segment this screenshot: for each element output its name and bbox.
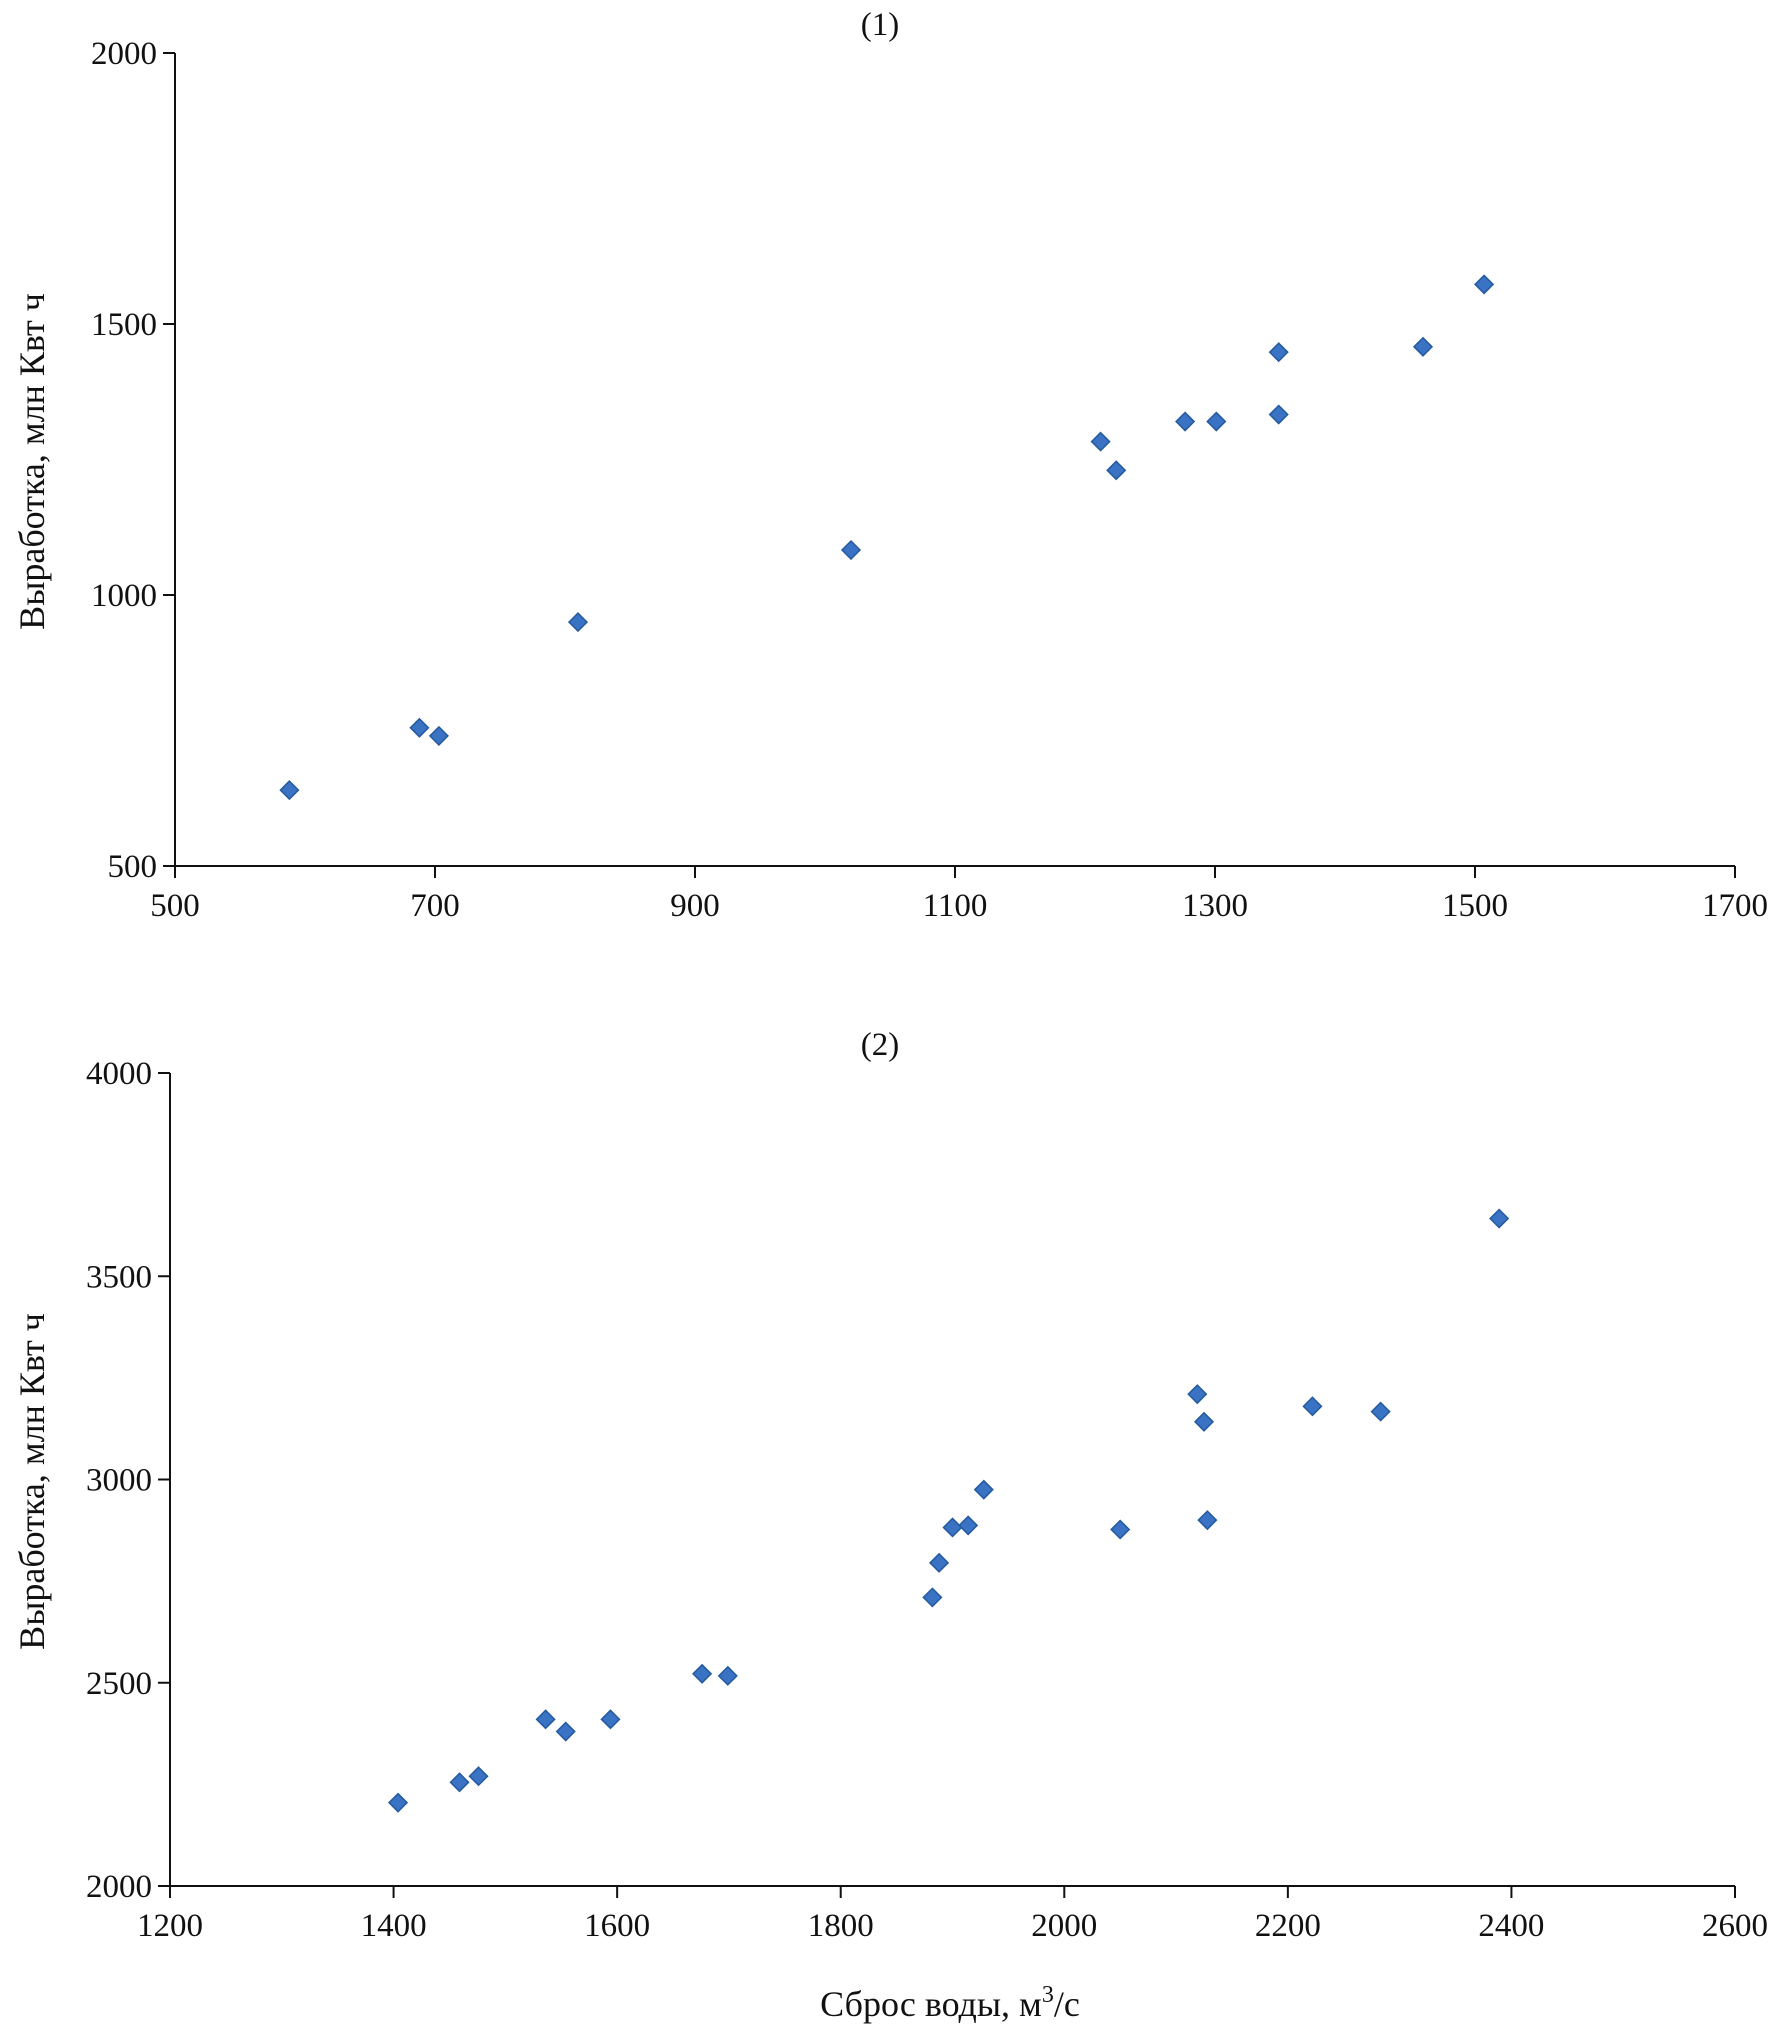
data-point xyxy=(1268,342,1289,363)
chart-panel-2: (2) Выработка, млн Квт ч Сброс воды, м3/… xyxy=(12,1027,1768,2024)
x-tick-label: 1400 xyxy=(361,1908,427,1944)
panel-title: (1) xyxy=(861,7,899,43)
x-tick-label: 1500 xyxy=(1442,888,1508,924)
x-axis-label-main: Сброс воды, м xyxy=(820,1984,1042,2024)
x-axis-label-superscript: 3 xyxy=(1042,1982,1054,2008)
data-point xyxy=(1193,1411,1215,1432)
data-point xyxy=(942,1517,963,1538)
y-tick-label: 2500 xyxy=(86,1666,152,1702)
y-tick-label: 4000 xyxy=(86,1056,152,1092)
data-point xyxy=(840,539,862,561)
x-tick-label: 1700 xyxy=(1702,888,1768,924)
data-point xyxy=(555,1721,576,1742)
data-point xyxy=(1175,411,1196,432)
x-tick-label: 1200 xyxy=(137,1908,203,1944)
data-point xyxy=(973,1479,994,1500)
ticks-group: 1200 1400 1600 1800 2000 2200 2400 2600 2000 2500… xyxy=(86,1056,1768,1944)
data-point xyxy=(409,717,430,738)
y-tick-label: 500 xyxy=(108,849,158,885)
data-point xyxy=(449,1772,470,1793)
y-tick-label: 3500 xyxy=(86,1259,152,1295)
data-point xyxy=(1106,460,1127,481)
x-tick-label: 1100 xyxy=(923,888,988,924)
data-point xyxy=(929,1552,950,1573)
data-point xyxy=(1302,1396,1323,1417)
y-tick-label: 1000 xyxy=(91,578,157,614)
data-point xyxy=(922,1587,943,1608)
data-point xyxy=(1489,1208,1510,1229)
data-point xyxy=(1412,336,1434,357)
y-tick-label: 3000 xyxy=(86,1463,152,1499)
data-point xyxy=(1474,274,1495,295)
x-tick-label: 2000 xyxy=(1031,1908,1097,1944)
data-point xyxy=(279,780,300,801)
data-point xyxy=(1370,1401,1391,1422)
y-axis-label: Выработка, млн Квт ч xyxy=(12,1313,52,1650)
x-axis-label-tail: /с xyxy=(1054,1984,1080,2024)
x-tick-label: 2200 xyxy=(1255,1908,1321,1944)
x-tick-label: 2400 xyxy=(1478,1908,1544,1944)
data-point xyxy=(387,1792,409,1813)
data-point xyxy=(567,612,589,633)
data-point xyxy=(1268,404,1289,425)
y-tick-label: 1500 xyxy=(91,307,157,343)
data-point xyxy=(428,725,449,746)
y-axis-label: Выработка, млн Квт ч xyxy=(12,293,52,630)
data-point xyxy=(1090,431,1111,452)
data-point xyxy=(1206,411,1227,432)
data-point xyxy=(600,1709,621,1730)
data-point xyxy=(468,1766,489,1787)
points-group xyxy=(387,1208,1510,1813)
data-point xyxy=(1197,1510,1218,1531)
x-tick-label: 1300 xyxy=(1182,888,1248,924)
x-tick-label: 500 xyxy=(150,888,200,924)
data-point xyxy=(1187,1384,1208,1405)
chart-panel-1: (1) Выработка, млн Квт ч 500 700 900 1100 13… xyxy=(12,7,1768,924)
y-tick-label: 2000 xyxy=(91,36,157,72)
x-tick-label: 1600 xyxy=(584,1908,650,1944)
data-point xyxy=(958,1515,979,1536)
panel-title: (2) xyxy=(861,1027,899,1063)
x-tick-label: 700 xyxy=(410,888,460,924)
y-tick-label: 2000 xyxy=(86,1869,152,1905)
x-tick-label: 1800 xyxy=(808,1908,874,1944)
x-tick-label: 2600 xyxy=(1702,1908,1768,1944)
x-tick-label: 900 xyxy=(670,888,720,924)
data-point xyxy=(1110,1519,1131,1540)
data-point xyxy=(717,1665,738,1686)
x-axis-label: Сброс воды, м3/с xyxy=(820,1982,1080,2024)
data-point xyxy=(692,1663,713,1684)
points-group xyxy=(279,274,1495,801)
ticks-group: 500 700 900 1100 1300 1500 1700 500 1000 1500 2000 xyxy=(91,36,1768,924)
data-point xyxy=(535,1709,556,1730)
